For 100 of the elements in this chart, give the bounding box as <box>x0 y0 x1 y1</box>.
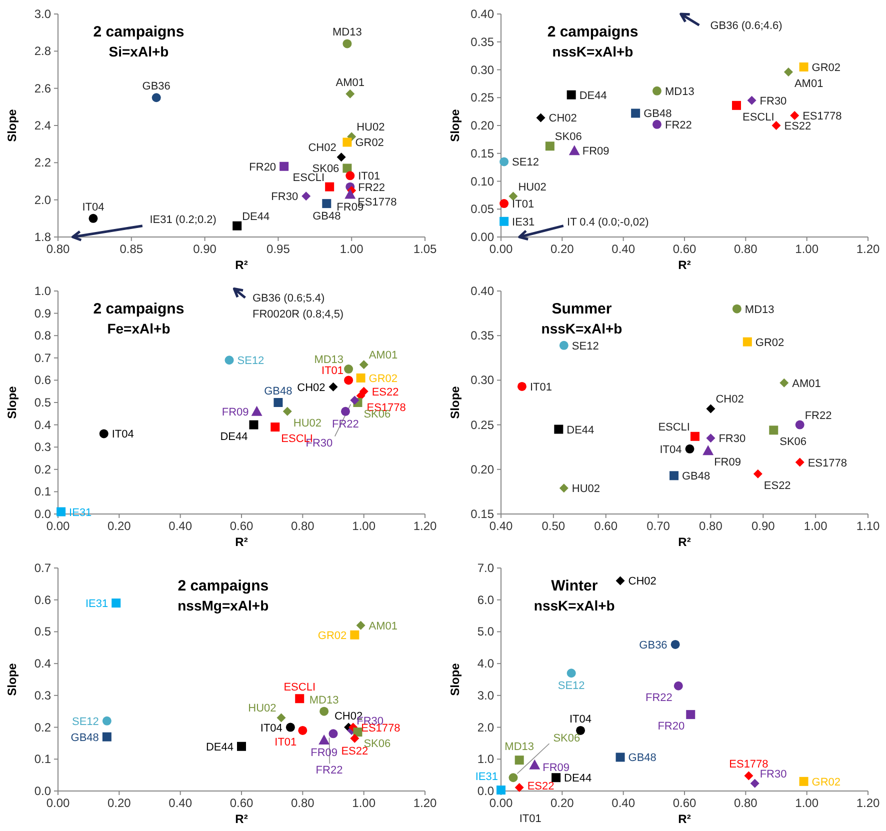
y-tick-label: 0.2 <box>34 720 52 734</box>
series-label: CH02 <box>628 576 656 588</box>
annotation: GB36 (0.6;4.6) <box>710 20 782 32</box>
x-tick-label: 0.70 <box>646 519 670 533</box>
point <box>514 756 524 765</box>
series-label: DE44 <box>564 772 592 785</box>
point <box>795 458 804 467</box>
point <box>706 404 716 414</box>
point <box>346 171 355 180</box>
annotation: IE31 (0.2;0.2) <box>150 214 216 226</box>
series-label: FR22 <box>332 418 359 430</box>
point <box>566 90 576 100</box>
series-label: ES1778 <box>802 110 842 122</box>
x-tick-label: 0.00 <box>489 242 513 256</box>
point <box>350 630 360 640</box>
point <box>224 356 234 365</box>
series-label: AM01 <box>792 378 821 390</box>
series-label: IT01 <box>512 198 534 211</box>
series-label: ES22 <box>764 480 791 492</box>
y-tick-label: 0.40 <box>470 284 494 298</box>
y-tick-label: 0.8 <box>34 328 52 343</box>
series-label: GR02 <box>318 630 347 642</box>
y-tick-label: 0.9 <box>34 306 52 320</box>
point <box>552 773 561 782</box>
series-label: SE12 <box>512 156 539 169</box>
y-tick-label: 0.10 <box>470 174 494 188</box>
series-label: FR30 <box>271 191 298 204</box>
series-label: SE12 <box>72 716 99 728</box>
series-label: ESCLI <box>284 682 316 694</box>
x-tick-label: 1.00 <box>795 242 819 256</box>
point <box>686 710 696 720</box>
series-label: GB36 <box>142 80 170 93</box>
series-label: IT04 <box>660 444 682 456</box>
series-label: AM01 <box>336 76 365 89</box>
x-tick-label: 0.60 <box>594 519 618 533</box>
series-label: FR30 <box>718 433 746 446</box>
point <box>566 668 576 678</box>
x-tick-label: 0.40 <box>489 519 513 533</box>
series-label: CH02 <box>548 112 577 125</box>
x-tick-label: 1.00 <box>340 242 364 256</box>
x-tick-label: 0.50 <box>542 519 566 533</box>
series-label: ESCLI <box>292 172 325 184</box>
point <box>769 426 778 435</box>
text: nssMg=xAl+b <box>178 597 269 614</box>
series-label: IE31 <box>512 216 535 228</box>
y-tick-label: 0.40 <box>470 7 494 21</box>
y-tick-label: 2.6 <box>34 81 52 96</box>
series-label: FR22 <box>645 692 672 704</box>
point <box>500 157 509 166</box>
point <box>325 182 334 192</box>
point <box>732 100 741 110</box>
text: FR22 <box>316 764 343 777</box>
y-tick-label: 0.0 <box>34 784 52 798</box>
series-label: ES22 <box>372 386 399 398</box>
point <box>286 722 295 732</box>
series-label: FR20 <box>249 161 276 174</box>
y-tick-label: 1.8 <box>34 230 52 244</box>
series-label: FR09 <box>542 762 570 774</box>
x-axis-title: R² <box>235 812 248 826</box>
y-tick-label: 0.5 <box>34 624 52 639</box>
y-axis-title: Slope <box>448 108 462 142</box>
point <box>320 706 329 716</box>
point <box>631 108 640 118</box>
series-label: FR22 <box>664 119 692 132</box>
point <box>344 188 356 199</box>
point <box>56 507 66 516</box>
point <box>295 694 304 704</box>
series-label: GB48 <box>682 470 710 483</box>
series-label: ESCLI <box>742 111 774 124</box>
point <box>559 484 568 493</box>
text: 2 campaigns <box>93 300 184 318</box>
x-tick-label: 0.60 <box>230 519 254 533</box>
series-label: SK06 <box>364 408 391 420</box>
series-label: DE44 <box>220 430 248 443</box>
point <box>251 406 262 416</box>
point <box>706 434 716 443</box>
y-tick-label: 0.30 <box>470 62 494 77</box>
series-label: CH02 <box>308 142 336 154</box>
x-tick-label: 1.00 <box>352 796 376 810</box>
point <box>508 192 518 201</box>
point <box>280 162 289 171</box>
series-label: IT01 <box>322 365 344 378</box>
series-label: FR30 <box>760 768 787 780</box>
series-label: AM01 <box>368 350 398 362</box>
point <box>772 121 781 130</box>
point <box>359 360 368 370</box>
x-axis-title: R² <box>678 535 691 549</box>
y-tick-label: 1.0 <box>34 284 52 298</box>
point <box>500 199 509 208</box>
y-tick-label: 2.0 <box>477 720 494 734</box>
x-tick-label: 0.20 <box>107 519 132 533</box>
series-label: FR20 <box>658 720 685 733</box>
series-label: DE44 <box>242 210 270 223</box>
text: Winter <box>551 577 598 594</box>
y-tick-label: 0.1 <box>34 752 52 766</box>
text: Si=xAl+b <box>108 43 169 60</box>
point <box>353 728 362 737</box>
y-tick-label: 0.35 <box>470 34 494 49</box>
point <box>690 432 700 441</box>
y-tick-label: 0.1 <box>34 484 52 499</box>
